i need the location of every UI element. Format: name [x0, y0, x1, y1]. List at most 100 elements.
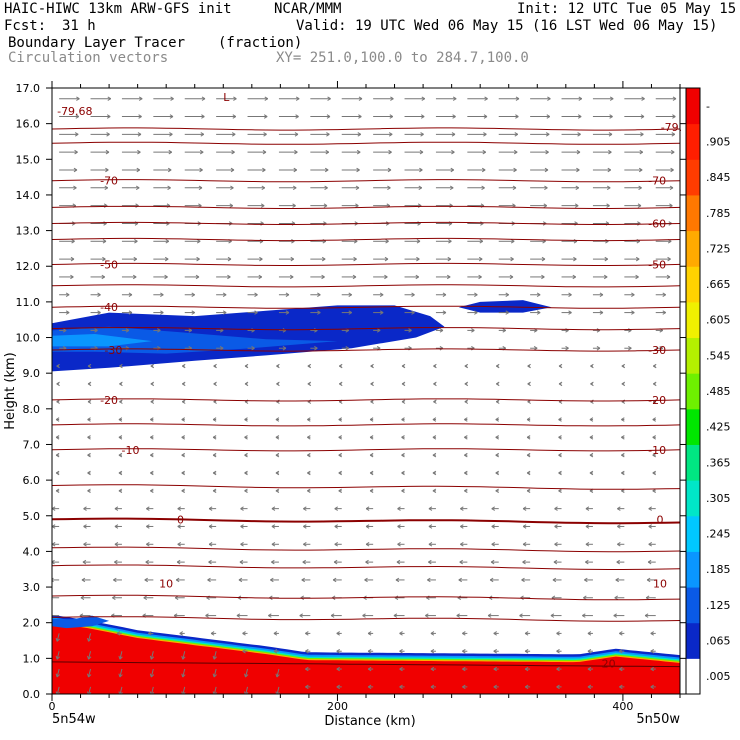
wind-vector — [521, 577, 531, 583]
wind-vector — [121, 310, 133, 315]
wind-vector — [121, 96, 143, 101]
wind-vector — [244, 668, 249, 678]
wind-vector — [216, 167, 235, 173]
wind-vector — [401, 399, 406, 404]
wind-vector — [364, 577, 374, 583]
wind-vector — [458, 577, 468, 583]
wind-vector — [524, 648, 531, 654]
wind-vector — [650, 684, 656, 690]
wind-vector — [464, 488, 468, 494]
wind-vector — [467, 328, 475, 333]
wind-vector — [552, 577, 562, 583]
wind-vector — [216, 310, 227, 315]
wind-vector — [247, 96, 269, 101]
wind-vector — [56, 399, 60, 404]
wind-vector — [530, 132, 550, 137]
wind-vector — [435, 310, 447, 315]
wind-vector — [370, 399, 374, 404]
wind-vector — [369, 435, 374, 440]
wind-vector — [55, 633, 60, 642]
wind-vector — [334, 542, 342, 547]
wind-vector — [153, 292, 164, 297]
wind-vector — [401, 417, 405, 422]
wind-vector — [462, 631, 468, 636]
wind-vector — [247, 167, 266, 173]
wind-vector — [341, 310, 352, 315]
wind-vector — [487, 613, 499, 618]
wind-vector — [55, 452, 60, 458]
wind-vector — [367, 666, 374, 672]
wind-vector — [655, 345, 663, 351]
colorbar-frame — [685, 87, 701, 695]
wind-vector — [404, 167, 423, 173]
wind-vector — [530, 345, 538, 351]
wind-vector — [307, 488, 311, 494]
wind-vector — [118, 470, 123, 476]
wind-vector — [464, 452, 468, 458]
wind-vector — [435, 167, 455, 173]
wind-vector — [527, 363, 531, 369]
x-axis-label: Distance (km) — [324, 714, 415, 729]
wind-vector — [278, 96, 300, 101]
contour-label: -30 — [104, 344, 122, 357]
wind-vector — [619, 648, 625, 654]
forecast-label: Fcst: — [4, 18, 47, 34]
wind-vector — [275, 488, 280, 494]
boundary-layer-band — [52, 622, 680, 694]
wind-vector — [655, 203, 673, 208]
wind-vector — [430, 648, 436, 654]
wind-vector — [184, 132, 205, 137]
colorbar-swatch — [686, 408, 700, 445]
wind-vector — [373, 185, 391, 191]
wind-vector — [299, 613, 311, 618]
wind-vector — [498, 310, 509, 315]
wind-vector — [558, 470, 562, 476]
wind-vector — [404, 149, 424, 155]
y-tick-label: 10.0 — [16, 332, 41, 345]
wind-vector — [648, 542, 656, 547]
wind-vector — [433, 399, 437, 404]
wind-vector — [216, 114, 237, 119]
wind-vector — [82, 559, 91, 565]
wind-vector — [310, 292, 321, 297]
wind-vector — [558, 417, 562, 422]
wind-vector — [592, 345, 601, 351]
wind-vector — [399, 648, 405, 654]
wind-vector — [404, 96, 426, 101]
wind-vector — [244, 470, 248, 476]
wind-vector — [114, 542, 122, 547]
wind-vector — [213, 363, 217, 369]
wind-vector — [652, 435, 656, 440]
wind-vector — [81, 577, 91, 583]
wind-vector — [334, 506, 342, 511]
contour-label: -50 — [648, 258, 666, 271]
wind-vector — [435, 256, 452, 262]
wind-vector — [90, 167, 109, 173]
wind-vector — [341, 149, 361, 155]
wind-vector — [208, 506, 217, 511]
wind-vector — [592, 274, 608, 280]
low-marker: L — [223, 91, 230, 104]
colorbar-label: .665 — [706, 278, 731, 291]
y-tick-label: 5.0 — [23, 510, 41, 523]
wind-vector — [592, 203, 610, 208]
wind-vector — [278, 132, 299, 137]
wind-vector — [113, 577, 122, 583]
colorbar-swatch — [686, 373, 700, 410]
wind-vector — [396, 559, 405, 565]
wind-vector — [56, 363, 60, 369]
wind-vector — [397, 506, 405, 511]
colorbar-swatch — [686, 88, 700, 125]
wind-vector — [462, 648, 468, 654]
y-tick-label: 16.0 — [16, 118, 41, 131]
wind-vector — [425, 613, 436, 618]
wind-vector — [310, 149, 330, 155]
wind-vector — [275, 452, 280, 458]
wind-vector — [365, 559, 374, 565]
wind-vector — [242, 648, 248, 654]
wind-vector — [624, 167, 643, 173]
colorbar-label: .605 — [706, 314, 731, 327]
wind-vector — [655, 185, 674, 191]
wind-vector — [184, 274, 200, 280]
y-tick-label: 15.0 — [16, 153, 41, 166]
